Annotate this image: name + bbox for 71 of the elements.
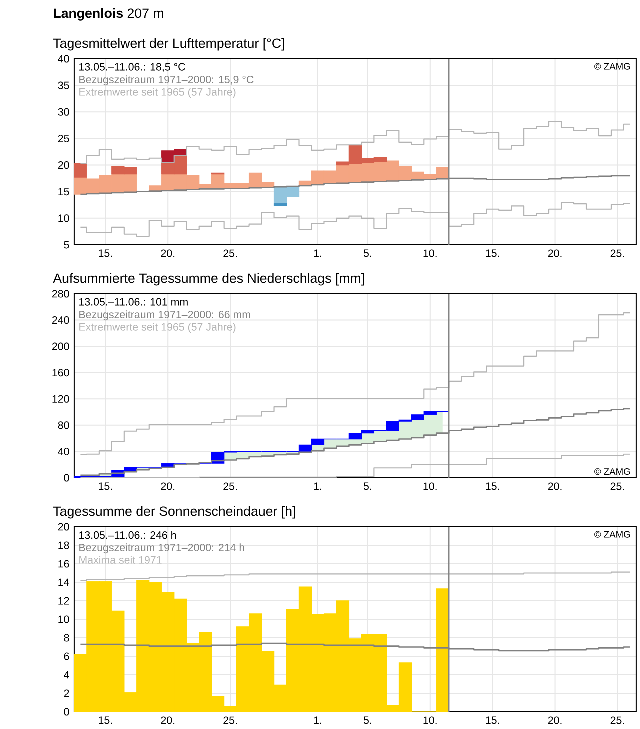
y-tick-label: 200 (52, 342, 70, 350)
y-tick-label: 14 (58, 578, 70, 586)
y-tick-label: 8 (64, 634, 70, 642)
annotation: Bezugszeitraum 1971–2000: 66 mm (79, 310, 250, 321)
y-tick-label: 10 (58, 214, 70, 222)
y-tick-label: 25 (58, 134, 70, 142)
x-tick-label: 1. (314, 250, 322, 258)
x-tick-label: 25. (223, 482, 237, 490)
y-tick-label: 20 (58, 523, 70, 531)
x-tick-label: 15. (98, 482, 112, 490)
annotation: 13.05.–11.06.: 18,5 °C (79, 63, 186, 72)
annotation: © ZAMG (594, 468, 630, 476)
bar (274, 203, 287, 207)
x-tick-label: 25. (223, 716, 237, 724)
x-tick-label: 10. (424, 250, 437, 258)
x-tick-label: 5. (364, 482, 372, 490)
x-tick-label: 10. (424, 482, 437, 490)
y-tick-label: 10 (58, 616, 70, 624)
annotation: © ZAMG (594, 531, 630, 538)
y-tick-label: 4 (64, 671, 70, 679)
x-tick-label: 1. (314, 716, 322, 724)
y-tick-label: 18 (58, 542, 70, 550)
chart-title: Aufsummierte Tagessumme des Niederschlags [mm] (52, 273, 364, 286)
x-tick-label: 5. (364, 250, 372, 258)
x-tick-label: 20. (161, 482, 174, 490)
x-tick-label: 25. (610, 716, 624, 724)
x-tick-label: 15. (98, 250, 112, 258)
annotation: 13.05.–11.06.: 246 h (79, 531, 176, 540)
y-tick-label: 0 (64, 474, 70, 482)
x-tick-label: 20. (548, 716, 562, 724)
x-tick-label: 10. (424, 716, 437, 724)
chart-title: Tagessumme der Sonnenscheindauer [h] (53, 506, 296, 519)
y-tick-label: 6 (64, 652, 70, 660)
y-tick-label: 5 (64, 241, 70, 249)
y-tick-label: 160 (52, 369, 70, 377)
annotation: Bezugszeitraum 1971–2000: 15,9 °C (79, 76, 254, 86)
annotation: 13.05.–11.06.: 101 mm (79, 298, 188, 306)
annotation: Extremwerte seit 1965 (57 Jahre) (79, 323, 236, 334)
y-tick-label: 2 (64, 690, 69, 698)
x-tick-label: 20. (548, 250, 562, 258)
x-tick-label: 15. (486, 482, 500, 490)
chart-subtitle: Tagesmittelwert der Lufttemperatur [°C] (53, 38, 284, 51)
x-tick-label: 25. (610, 250, 624, 258)
y-tick-label: 40 (58, 55, 70, 63)
x-tick-label: 20. (161, 250, 174, 258)
y-tick-label: 35 (58, 82, 70, 90)
y-tick-label: 0 (64, 708, 70, 716)
x-tick-label: 1. (314, 482, 322, 490)
x-tick-label: 20. (548, 482, 562, 490)
y-tick-label: 80 (58, 422, 70, 430)
annotation: Bezugszeitraum 1971–2000: 214 h (79, 544, 244, 554)
annotation: Extremwerte seit 1965 (57 Jahre) (79, 88, 236, 98)
y-tick-label: 40 (58, 448, 70, 456)
x-tick-label: 25. (610, 482, 624, 490)
y-tick-label: 16 (58, 560, 70, 568)
y-tick-label: 30 (58, 108, 70, 116)
y-tick-label: 12 (58, 597, 69, 605)
x-tick-label: 20. (161, 716, 174, 724)
annotation: © ZAMG (594, 63, 630, 70)
x-tick-label: 15. (98, 716, 112, 724)
x-tick-label: 15. (486, 716, 500, 724)
chart-title: Langenlois 207 m (54, 8, 164, 21)
y-tick-label: 120 (52, 395, 70, 403)
x-tick-label: 25. (223, 250, 237, 258)
x-tick-label: 5. (364, 716, 372, 724)
annotation: Maxima seit 1971 (79, 556, 162, 564)
y-tick-label: 240 (52, 316, 70, 324)
y-tick-label: 280 (52, 290, 70, 298)
y-tick-label: 15 (58, 188, 70, 196)
x-tick-label: 15. (486, 250, 500, 258)
y-tick-label: 20 (58, 162, 70, 170)
